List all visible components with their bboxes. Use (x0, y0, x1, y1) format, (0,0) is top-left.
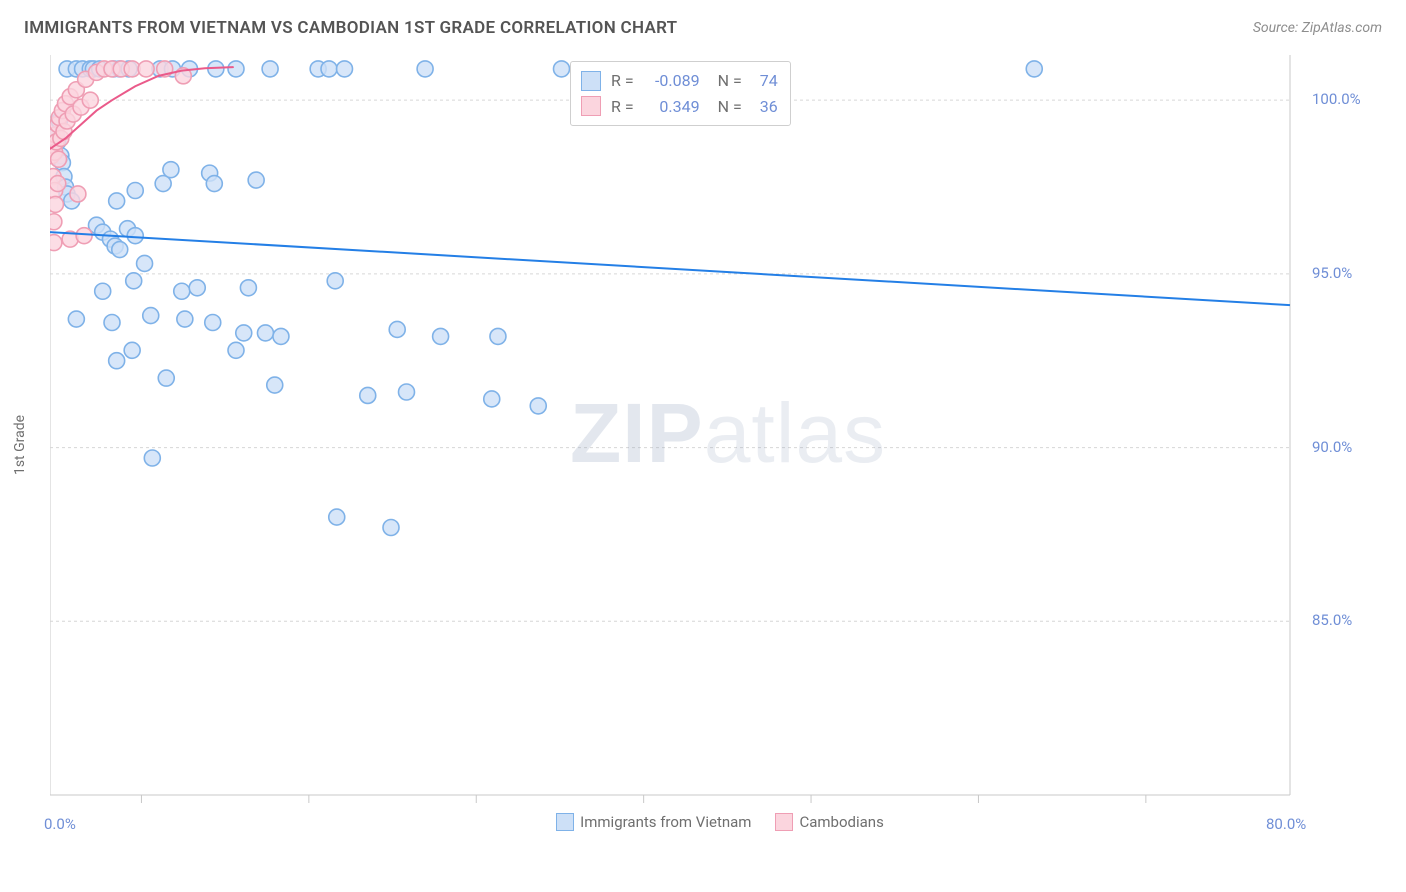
y-tick-label: 100.0% (1312, 90, 1361, 108)
stats-row: R = 0.349N = 36 (581, 94, 778, 120)
source-attribution: Source: ZipAtlas.com (1253, 20, 1382, 36)
legend-swatch (775, 813, 793, 831)
legend-swatch (556, 813, 574, 831)
stats-row: R = -0.089N = 74 (581, 68, 778, 94)
y-axis-label: 1st Grade (12, 415, 28, 475)
scatter-plot (50, 55, 1370, 855)
y-tick-label: 85.0% (1312, 611, 1352, 629)
chart-area: 1st Grade ZIPatlas R = -0.089N = 74R = 0… (50, 55, 1390, 835)
stats-swatch (581, 96, 601, 116)
y-tick-label: 90.0% (1312, 438, 1352, 456)
stats-legend: R = -0.089N = 74R = 0.349N = 36 (570, 61, 791, 126)
legend-item: Cambodians (775, 813, 883, 831)
bottom-legend: Immigrants from Vietnam Cambodians (50, 813, 1390, 831)
y-tick-label: 95.0% (1312, 264, 1352, 282)
stats-swatch (581, 71, 601, 91)
x-tick-label: 0.0% (44, 815, 76, 833)
legend-item: Immigrants from Vietnam (556, 813, 751, 831)
x-tick-label: 80.0% (1266, 815, 1306, 833)
chart-title: IMMIGRANTS FROM VIETNAM VS CAMBODIAN 1ST… (24, 18, 677, 38)
